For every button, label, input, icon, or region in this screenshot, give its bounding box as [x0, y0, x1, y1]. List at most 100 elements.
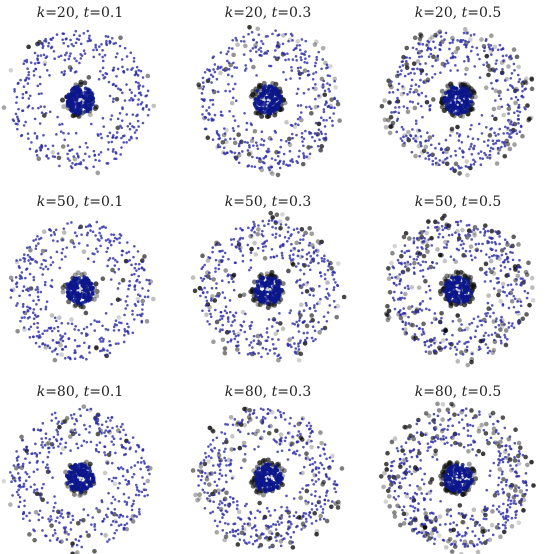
point	[50, 419, 53, 422]
point	[451, 52, 454, 55]
point	[32, 322, 36, 326]
point	[123, 330, 127, 333]
point	[325, 63, 329, 67]
point	[145, 465, 149, 469]
point	[93, 319, 96, 322]
point	[26, 82, 30, 85]
point	[31, 311, 35, 315]
point	[419, 269, 422, 273]
point	[484, 53, 490, 59]
point	[130, 466, 133, 469]
point	[323, 125, 327, 128]
point	[438, 291, 444, 297]
point	[461, 38, 465, 42]
point	[325, 319, 329, 323]
point	[484, 153, 488, 157]
title-part: =0.3	[277, 194, 311, 210]
point	[220, 259, 223, 262]
point	[69, 107, 73, 112]
point	[454, 353, 458, 356]
point	[33, 51, 37, 55]
point	[148, 282, 151, 286]
point	[443, 91, 448, 95]
point	[74, 351, 77, 354]
point	[46, 440, 51, 446]
point	[515, 277, 518, 281]
point	[397, 261, 401, 265]
point	[32, 239, 35, 242]
point	[118, 232, 122, 236]
point	[118, 516, 121, 519]
point	[107, 80, 111, 84]
point	[517, 121, 520, 125]
point	[99, 132, 102, 136]
point	[498, 235, 501, 238]
point	[238, 538, 242, 541]
point	[110, 302, 113, 306]
point	[485, 314, 488, 318]
point	[491, 147, 495, 151]
point	[213, 113, 217, 117]
point	[489, 236, 493, 240]
point	[205, 274, 211, 279]
point	[54, 438, 58, 441]
point	[25, 76, 29, 80]
point	[53, 411, 57, 415]
point	[514, 95, 518, 99]
point	[214, 319, 220, 325]
point	[390, 80, 393, 83]
point	[494, 141, 498, 145]
point	[423, 343, 427, 347]
point	[255, 279, 260, 284]
point	[509, 84, 512, 87]
point	[232, 280, 235, 284]
point	[66, 92, 71, 97]
point	[503, 328, 509, 333]
point	[69, 449, 72, 452]
point	[253, 224, 256, 228]
point	[333, 79, 336, 83]
point	[8, 471, 12, 474]
point	[204, 127, 208, 131]
point	[520, 316, 526, 322]
point	[300, 161, 306, 167]
point	[33, 451, 37, 455]
point	[448, 303, 454, 309]
point	[402, 128, 405, 131]
point	[468, 147, 471, 151]
point	[225, 52, 229, 56]
point	[79, 290, 82, 293]
point	[74, 325, 77, 328]
point	[332, 112, 335, 115]
point	[60, 512, 63, 516]
point	[212, 298, 218, 303]
point	[118, 321, 121, 324]
point	[253, 290, 258, 295]
point	[479, 150, 483, 153]
point	[523, 106, 526, 109]
point	[266, 430, 272, 436]
point	[17, 120, 20, 123]
point	[104, 513, 108, 517]
point	[261, 219, 265, 223]
point	[201, 309, 204, 312]
point	[27, 97, 31, 100]
point	[43, 280, 47, 284]
point	[319, 271, 322, 274]
point	[140, 266, 144, 270]
point	[314, 519, 318, 523]
point	[60, 144, 66, 149]
point	[58, 123, 61, 126]
point	[39, 148, 42, 152]
point	[519, 125, 523, 129]
point	[60, 258, 64, 261]
point	[427, 154, 430, 158]
point	[313, 132, 317, 135]
point	[84, 297, 88, 302]
point	[276, 329, 279, 333]
point	[313, 139, 317, 143]
point	[327, 264, 330, 268]
point	[299, 339, 302, 342]
point	[411, 310, 414, 314]
point	[264, 244, 267, 248]
